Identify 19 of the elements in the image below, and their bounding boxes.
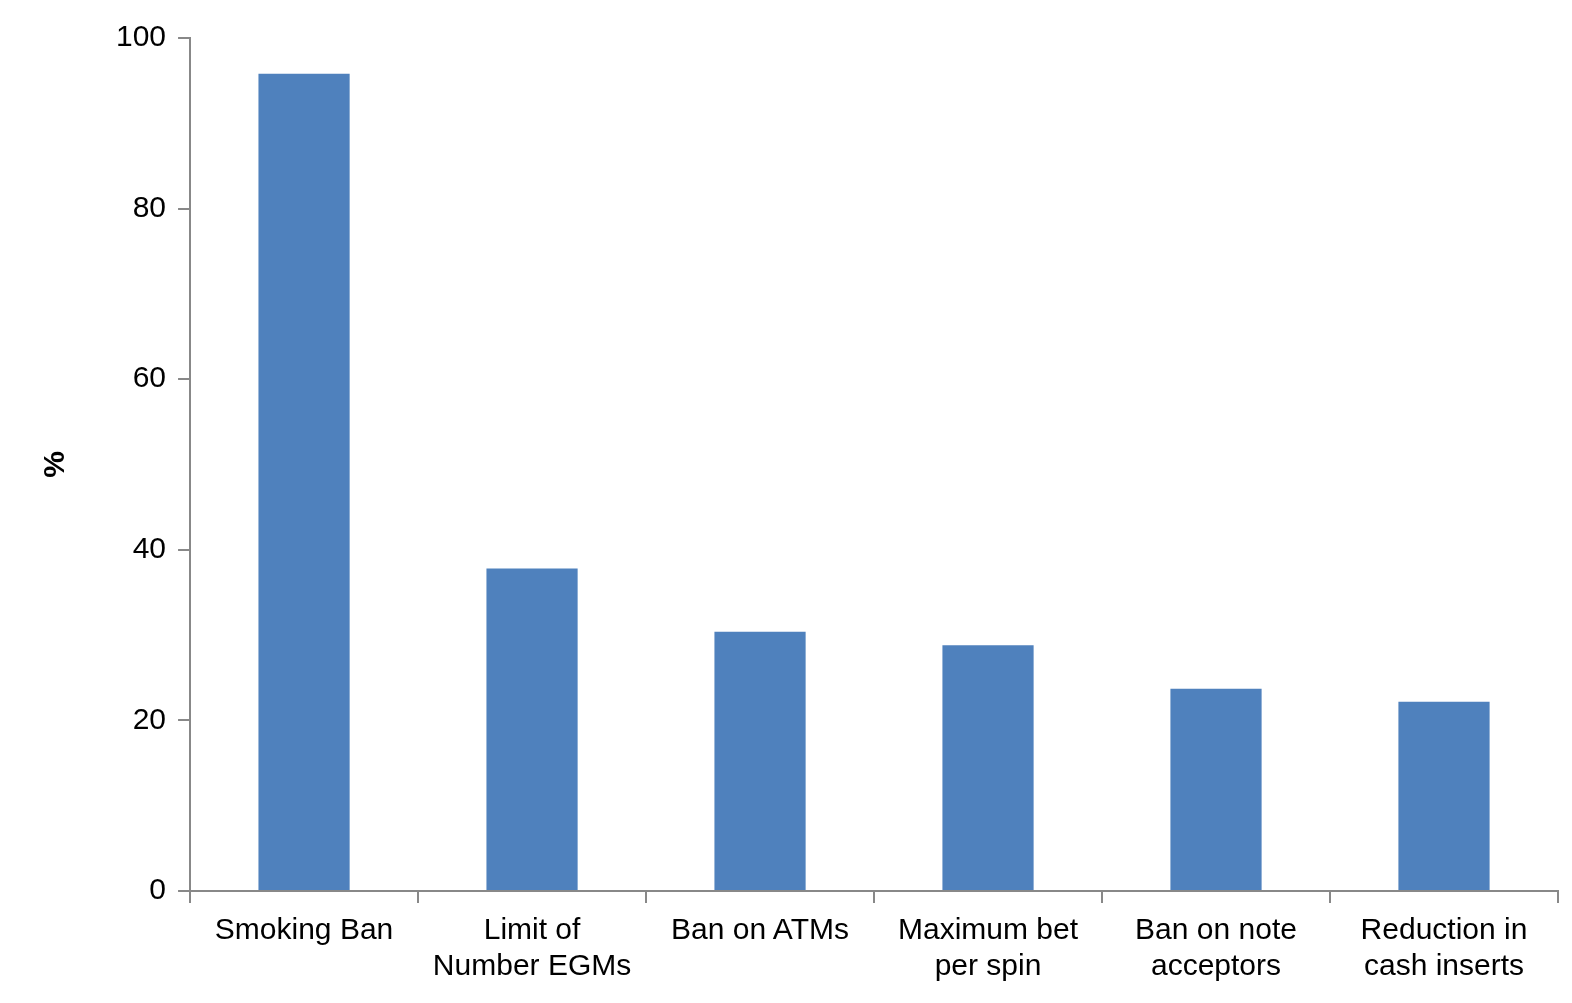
x-tick-label: Ban on ATMs xyxy=(671,912,849,946)
bar xyxy=(1170,688,1262,890)
y-tick-label: 100 xyxy=(115,19,167,53)
bar xyxy=(942,645,1034,890)
y-tick-label: 40 xyxy=(132,531,167,565)
x-tick-label: Smoking Ban xyxy=(214,912,394,946)
y-tick-label: 80 xyxy=(132,189,167,223)
x-tick-label: Reduction in cash inserts xyxy=(1360,912,1528,982)
x-tick-label: Maximum bet per spin xyxy=(898,912,1079,982)
y-tick-label: 0 xyxy=(149,872,167,906)
bar xyxy=(1398,701,1490,890)
y-tick-label: 20 xyxy=(132,701,167,735)
y-axis-title: % xyxy=(37,451,71,478)
x-tick-label: Ban on note acceptors xyxy=(1135,912,1297,982)
bar xyxy=(714,631,806,890)
y-tick-label: 60 xyxy=(132,360,167,394)
bar xyxy=(486,568,578,890)
bar xyxy=(258,73,350,890)
x-tick-label: Limit of Number EGMs xyxy=(432,912,632,982)
